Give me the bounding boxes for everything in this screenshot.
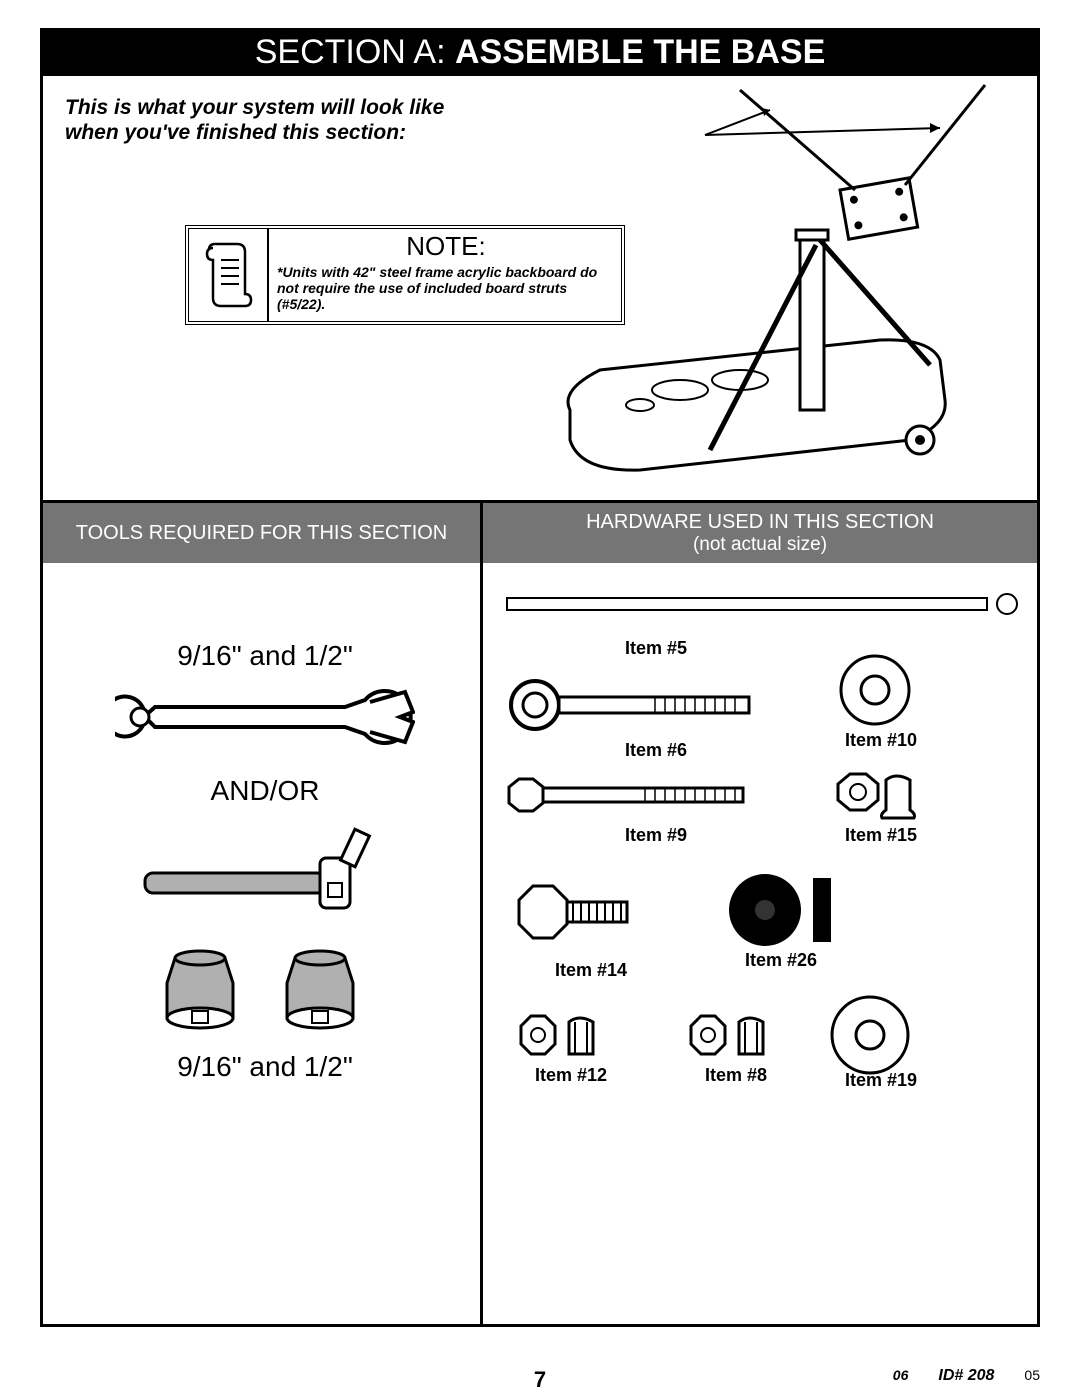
tools-header: TOOLS REQUIRED FOR THIS SECTION xyxy=(43,503,480,563)
page-number: 7 xyxy=(534,1367,546,1393)
hardware-header-sub: (not actual size) xyxy=(693,534,827,556)
wrench-icon xyxy=(115,682,415,752)
section-header: SECTION A: ASSEMBLE THE BASE xyxy=(40,28,1040,76)
tools-header-text: TOOLS REQUIRED FOR THIS SECTION xyxy=(76,522,448,545)
footer-code-right: 05 xyxy=(1024,1367,1040,1383)
vertical-divider xyxy=(480,500,483,1327)
note-title: NOTE: xyxy=(277,231,615,262)
hardware-area: Item #5 Item #6 Item #10 Item #9 Item #1… xyxy=(495,580,1025,1317)
footer-id: ID# 208 xyxy=(938,1367,994,1385)
sockets-icon xyxy=(145,938,385,1038)
hardware-header: HARDWARE USED IN THIS SECTION (not actua… xyxy=(483,503,1037,563)
note-body: *Units with 42" steel frame acrylic back… xyxy=(277,264,615,312)
section-prefix: SECTION A: xyxy=(255,33,455,71)
note-icon-cell xyxy=(189,229,269,321)
item-6-label: Item #6 xyxy=(625,740,687,761)
item-10-label: Item #10 xyxy=(845,730,917,751)
rod-icon xyxy=(505,590,1025,620)
item-26-label: Item #26 xyxy=(745,950,817,971)
section-title: ASSEMBLE THE BASE xyxy=(455,33,825,71)
scroll-icon xyxy=(203,240,253,310)
item-15-label: Item #15 xyxy=(845,825,917,846)
washer-19-icon xyxy=(825,990,915,1080)
item-9-label: Item #9 xyxy=(625,825,687,846)
footer-code-left: 06 xyxy=(893,1367,909,1383)
eyebolt-icon xyxy=(505,675,765,735)
item-12-label: Item #12 xyxy=(535,1065,607,1086)
item-5-label: Item #5 xyxy=(625,638,687,659)
note-right: NOTE: *Units with 42" steel frame acryli… xyxy=(269,229,621,321)
item-8-label: Item #8 xyxy=(705,1065,767,1086)
and-or-label: AND/OR xyxy=(60,775,470,807)
washer-icon xyxy=(835,650,915,730)
hexnut-pair-8-icon xyxy=(685,1010,785,1060)
hexbolt-long-icon xyxy=(505,775,755,815)
intro-text: This is what your system will look like … xyxy=(65,95,485,145)
tools-area: 9/16" and 1/2" AND/OR 9/16" and 1/2" xyxy=(60,580,470,1317)
wrench-size-top: 9/16" and 1/2" xyxy=(60,640,470,672)
item-14-label: Item #14 xyxy=(555,960,627,981)
item-19-label: Item #19 xyxy=(845,1070,917,1091)
note-box: NOTE: *Units with 42" steel frame acryli… xyxy=(185,225,625,325)
black-washer-icon xyxy=(725,870,845,950)
hexbolt-short-icon xyxy=(515,880,635,950)
flange-nut-icon xyxy=(830,770,920,820)
socket-wrench-icon xyxy=(125,813,405,923)
hexnut-pair-12-icon xyxy=(515,1010,615,1060)
wrench-size-bottom: 9/16" and 1/2" xyxy=(60,1051,470,1083)
hardware-header-text: HARDWARE USED IN THIS SECTION xyxy=(586,511,934,534)
